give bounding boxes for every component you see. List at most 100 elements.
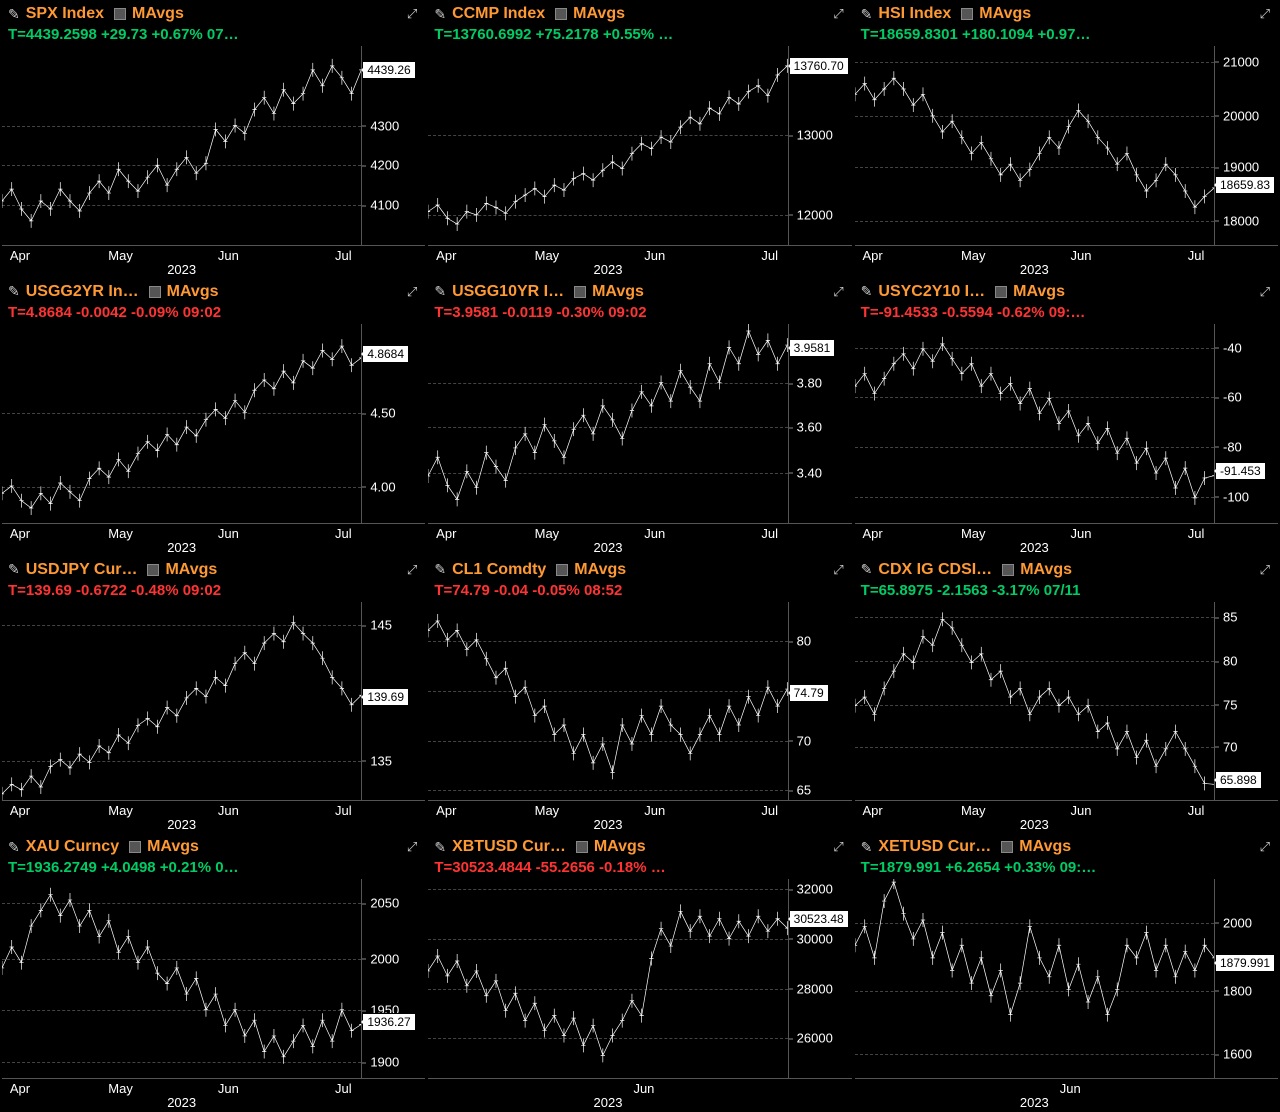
x-year-label: 2023 bbox=[167, 1095, 196, 1110]
x-year-label: 2023 bbox=[1020, 540, 1049, 555]
y-tick-label: 12000 bbox=[797, 207, 833, 222]
expand-icon[interactable]: ⤢ bbox=[407, 562, 417, 578]
x-year-label: 2023 bbox=[1020, 817, 1049, 832]
plot-region[interactable] bbox=[428, 46, 787, 245]
x-tick-label: Jul bbox=[335, 803, 352, 818]
expand-icon[interactable]: ⤢ bbox=[833, 839, 843, 855]
price-series bbox=[855, 324, 1214, 523]
plot-region[interactable] bbox=[2, 602, 361, 801]
edit-icon[interactable]: ✎ bbox=[861, 561, 873, 578]
mavgs-checkbox[interactable] bbox=[574, 286, 586, 298]
edit-icon[interactable]: ✎ bbox=[861, 283, 873, 300]
panel-title: USGG2YR In… bbox=[26, 283, 139, 301]
price-series bbox=[855, 879, 1214, 1078]
price-series bbox=[2, 879, 361, 1078]
x-tick-label: May bbox=[961, 526, 986, 541]
chart-area: 2100020000190001800018659.83 bbox=[855, 46, 1278, 245]
mavgs-checkbox[interactable] bbox=[555, 8, 567, 20]
current-value-tag: 13760.70 bbox=[789, 57, 849, 75]
chart-panel: ✎CCMP IndexMAvgs⤢T=13760.6992 +75.2178 +… bbox=[428, 2, 851, 277]
x-axis: AprMayJunJul2023 bbox=[855, 800, 1278, 832]
expand-icon[interactable]: ⤢ bbox=[407, 284, 417, 300]
panel-header: ✎USGG10YR I…MAvgs⤢ bbox=[428, 280, 851, 304]
x-axis: AprMayJunJul2023 bbox=[855, 523, 1278, 555]
mavgs-checkbox[interactable] bbox=[995, 286, 1007, 298]
edit-icon[interactable]: ✎ bbox=[861, 6, 873, 23]
current-value-tag: 30523.48 bbox=[789, 910, 849, 928]
mavgs-label: MAvgs bbox=[1020, 561, 1072, 579]
price-series bbox=[428, 324, 787, 523]
expand-icon[interactable]: ⤢ bbox=[1260, 6, 1270, 22]
plot-region[interactable] bbox=[2, 324, 361, 523]
panel-title: SPX Index bbox=[26, 5, 104, 23]
y-tick-label: 28000 bbox=[797, 981, 833, 996]
edit-icon[interactable]: ✎ bbox=[434, 6, 446, 23]
y-tick-label: -60 bbox=[1223, 390, 1242, 405]
plot-region[interactable] bbox=[2, 879, 361, 1078]
edit-icon[interactable]: ✎ bbox=[8, 839, 20, 856]
plot-region[interactable] bbox=[855, 879, 1214, 1078]
expand-icon[interactable]: ⤢ bbox=[833, 284, 843, 300]
mavgs-checkbox[interactable] bbox=[556, 564, 568, 576]
x-tick-label: Apr bbox=[862, 526, 882, 541]
mavgs-checkbox[interactable] bbox=[147, 564, 159, 576]
x-tick-label: Apr bbox=[436, 803, 456, 818]
y-axis: -40-60-80-100-91.453 bbox=[1214, 324, 1278, 523]
edit-icon[interactable]: ✎ bbox=[8, 561, 20, 578]
mavgs-checkbox[interactable] bbox=[149, 286, 161, 298]
x-year-label: 2023 bbox=[594, 817, 623, 832]
expand-icon[interactable]: ⤢ bbox=[407, 6, 417, 22]
plot-region[interactable] bbox=[855, 46, 1214, 245]
plot-region[interactable] bbox=[428, 602, 787, 801]
mavgs-checkbox[interactable] bbox=[1001, 841, 1013, 853]
panel-title: HSI Index bbox=[878, 5, 951, 23]
plot-region[interactable] bbox=[2, 46, 361, 245]
plot-region[interactable] bbox=[428, 324, 787, 523]
chart-panel: ✎USGG2YR In…MAvgs⤢T=4.8684 -0.0042 -0.09… bbox=[2, 280, 425, 555]
chart-area: 20502000195019001936.27 bbox=[2, 879, 425, 1078]
y-tick-label: 30000 bbox=[797, 931, 833, 946]
panel-title: XBTUSD Cur… bbox=[452, 838, 566, 856]
chart-area: 4300420041004439.26 bbox=[2, 46, 425, 245]
expand-icon[interactable]: ⤢ bbox=[1260, 284, 1270, 300]
x-tick-label: Jun bbox=[218, 248, 239, 263]
chart-panel: ✎USYC2Y10 I…MAvgs⤢T=-91.4533 -0.5594 -0.… bbox=[855, 280, 1278, 555]
stats-line: T=1879.991 +6.2654 +0.33% 09:… bbox=[855, 859, 1278, 879]
expand-icon[interactable]: ⤢ bbox=[1260, 562, 1270, 578]
edit-icon[interactable]: ✎ bbox=[434, 283, 446, 300]
edit-icon[interactable]: ✎ bbox=[861, 839, 873, 856]
x-axis: AprMayJunJul2023 bbox=[428, 800, 851, 832]
y-tick-label: 18000 bbox=[1223, 213, 1259, 228]
y-tick-label: 70 bbox=[797, 733, 811, 748]
x-tick-label: Apr bbox=[10, 248, 30, 263]
x-axis: AprMayJunJul2023 bbox=[428, 245, 851, 277]
current-value-tag: 4.8684 bbox=[362, 345, 409, 363]
plot-region[interactable] bbox=[428, 879, 787, 1078]
edit-icon[interactable]: ✎ bbox=[434, 561, 446, 578]
expand-icon[interactable]: ⤢ bbox=[407, 839, 417, 855]
chart-panel: ✎HSI IndexMAvgs⤢T=18659.8301 +180.1094 +… bbox=[855, 2, 1278, 277]
mavgs-checkbox[interactable] bbox=[576, 841, 588, 853]
expand-icon[interactable]: ⤢ bbox=[1260, 839, 1270, 855]
mavgs-checkbox[interactable] bbox=[1002, 564, 1014, 576]
expand-icon[interactable]: ⤢ bbox=[833, 562, 843, 578]
x-tick-label: Jul bbox=[1188, 526, 1205, 541]
chart-panel: ✎CDX IG CDSI…MAvgs⤢T=65.8975 -2.1563 -3.… bbox=[855, 558, 1278, 833]
edit-icon[interactable]: ✎ bbox=[8, 6, 20, 23]
y-tick-label: 3.40 bbox=[797, 465, 822, 480]
mavgs-checkbox[interactable] bbox=[114, 8, 126, 20]
stats-line: T=4439.2598 +29.73 +0.67% 07… bbox=[2, 26, 425, 46]
mavgs-checkbox[interactable] bbox=[961, 8, 973, 20]
y-tick-label: 85 bbox=[1223, 610, 1237, 625]
expand-icon[interactable]: ⤢ bbox=[833, 6, 843, 22]
mavgs-checkbox[interactable] bbox=[129, 841, 141, 853]
plot-region[interactable] bbox=[855, 602, 1214, 801]
current-value-tag: 139.69 bbox=[362, 688, 409, 706]
y-tick-label: 3.60 bbox=[797, 420, 822, 435]
y-tick-label: 26000 bbox=[797, 1031, 833, 1046]
edit-icon[interactable]: ✎ bbox=[8, 283, 20, 300]
plot-region[interactable] bbox=[855, 324, 1214, 523]
x-year-label: 2023 bbox=[594, 262, 623, 277]
price-series bbox=[2, 602, 361, 801]
edit-icon[interactable]: ✎ bbox=[434, 839, 446, 856]
